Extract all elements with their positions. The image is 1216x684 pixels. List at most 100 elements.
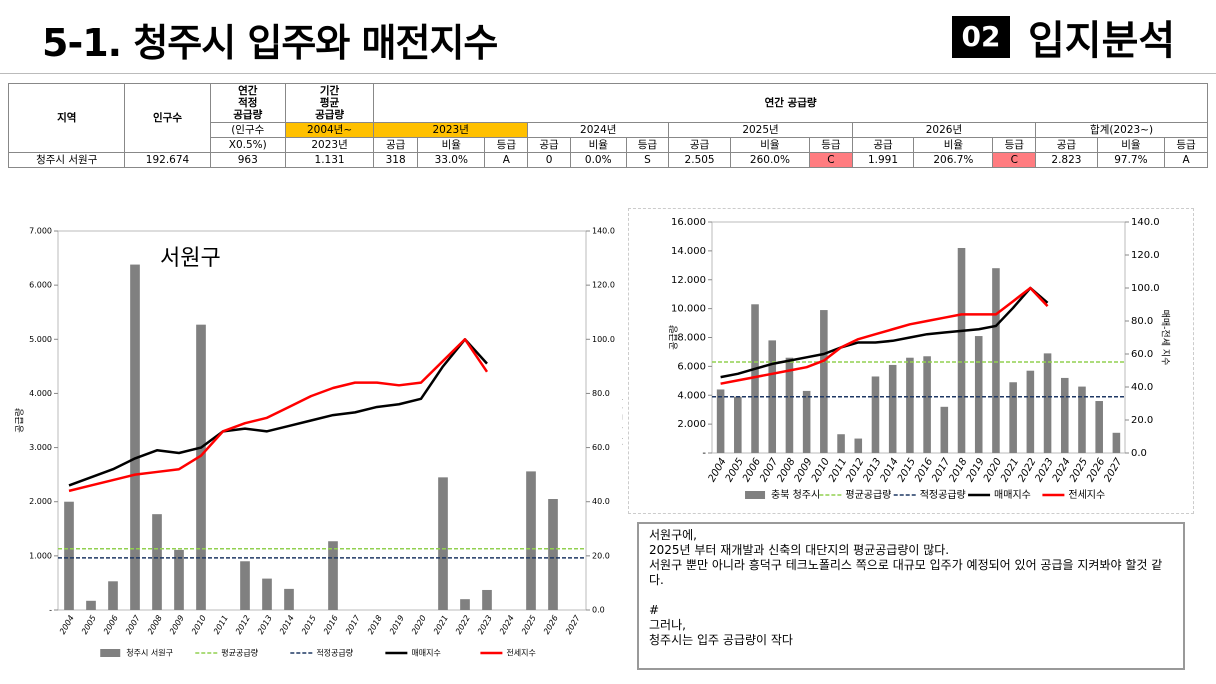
table-cell: 기간 평균 공급량 (284, 83, 375, 123)
table-cell: 963 (209, 152, 286, 168)
y-tick-label: 5.000 (29, 335, 52, 344)
table-cell: 공급 (668, 137, 731, 153)
y-tick-label: 14.000 (671, 246, 706, 257)
table-cell: 2023년 (373, 122, 529, 138)
bar (751, 304, 759, 453)
bar (108, 581, 118, 610)
legend-label: 적정공급량 (316, 648, 353, 658)
note-box: 서원구에, 2025년 부터 재개발과 신축의 대단지의 평균공급량이 많다. 서원… (637, 522, 1185, 670)
bar (284, 588, 294, 610)
table-cell: 2025년 (668, 122, 853, 138)
bar (992, 268, 1000, 453)
y-axis-label: 공급량 (14, 408, 26, 433)
section-title: 입지분석 (1028, 18, 1176, 64)
y2-tick-label: 100.0 (1131, 283, 1160, 294)
bar (174, 549, 184, 610)
table-cell: 비율 (569, 137, 627, 153)
x-tick-label: 2017 (344, 613, 362, 636)
bar (1009, 382, 1017, 453)
x-tick-label: 2009 (168, 614, 186, 636)
table-cell: 260.0% (729, 152, 811, 168)
y2-tick-label: 40.0 (1131, 382, 1153, 393)
chart-frame (628, 208, 1194, 514)
y2-tick-label: 120.0 (1131, 250, 1160, 261)
table-row: 청주시 서원구 192.674 963 1.131 318 33.0% A 0 0.0% S 2.5… (7, 152, 1208, 168)
legend-label: 전세지수 (1068, 489, 1105, 501)
table-cell: (인구수 (209, 122, 286, 138)
table-cell: 2024년 (527, 122, 670, 138)
bar (1043, 353, 1052, 453)
bar (438, 477, 448, 610)
table-cell: 0 (527, 152, 571, 168)
table-cell: 2.823 (1035, 152, 1098, 168)
legend-label: 전세지수 (506, 648, 535, 658)
bar (1026, 370, 1035, 453)
bar (1078, 386, 1086, 453)
x-tick-label: 2016 (322, 614, 340, 636)
x-tick-label: 2019 (388, 614, 406, 636)
table-cell: 2026년 (851, 122, 1037, 138)
y-tick-label: - (702, 448, 706, 459)
legend-label: 매매지수 (994, 489, 1031, 501)
legend-label: 매매지수 (411, 649, 440, 658)
table-cell: 공급 (1035, 137, 1098, 153)
legend-label: 적정공급량 (920, 489, 966, 501)
y2-axis-label: 매매-전세 지수 (1160, 310, 1171, 366)
table-cell: 206.7% (913, 152, 994, 168)
y2-tick-label: 80.0 (592, 389, 610, 398)
x-tick-label: 2007 (124, 613, 142, 636)
y-tick-label: 2.000 (677, 419, 706, 430)
y2-tick-label: 40.0 (592, 497, 610, 506)
bar (716, 389, 725, 453)
section-badge: 02 (952, 16, 1010, 58)
table-cell: 비율 (1096, 137, 1166, 153)
legend-label: 평균공급량 (845, 489, 891, 501)
bar (196, 324, 206, 610)
bar (734, 396, 742, 453)
table-cell: S (625, 152, 670, 168)
legend-label: 평균공급량 (221, 648, 258, 658)
y-tick-label: 7.000 (29, 227, 52, 236)
divider (0, 73, 1216, 74)
y2-axis-label: 매매-전세 지수 (621, 393, 624, 449)
bar (130, 264, 140, 610)
chart: - 2.000 4.000 6.000 8.000 10.000 12.000 14.000 1… (668, 217, 1171, 501)
note-text: 청주시는 입주 공급량이 작다 (649, 633, 793, 647)
bar (548, 499, 558, 610)
x-tick-label: 2015 (300, 614, 318, 636)
y-tick-label: 6.000 (29, 281, 52, 290)
bar (974, 336, 983, 453)
table-cell: 등급 (809, 137, 853, 153)
table-cell: X0.5%) (209, 137, 286, 153)
bar (86, 600, 96, 610)
line-series (68, 338, 489, 493)
x-tick-label: 2022 (454, 614, 472, 636)
line-series (68, 338, 488, 487)
bar (785, 357, 794, 453)
y-tick-label: 6.000 (677, 361, 706, 372)
supply-table: 지역 인구수 연간 적정 공급량 기간 평균 공급량 연간 공급량 (인구수 2004년~ 2… (7, 83, 1208, 168)
table-cell: 공급 (373, 137, 419, 153)
plot-area (57, 230, 587, 611)
bar (837, 434, 845, 453)
bar (152, 514, 162, 610)
y-tick-label: 3.000 (29, 443, 52, 452)
x-tick-label: 2024 (498, 614, 516, 636)
table-cell: 비율 (913, 137, 994, 153)
note-text: # (649, 603, 660, 617)
bar (328, 541, 338, 610)
x-tick-label: 2005 (80, 614, 98, 636)
y2-tick-label: 140.0 (1131, 217, 1160, 228)
x-tick-label: 2025 (520, 614, 538, 636)
bar (240, 561, 250, 610)
bar (940, 406, 949, 453)
table-cell: 2004년~ (284, 122, 375, 138)
table-cell: 0.0% (569, 152, 627, 168)
table-cell: 97.7% (1096, 152, 1166, 168)
bar (888, 364, 897, 453)
table-cell: 인구수 (124, 83, 211, 153)
table-cell: 연간 적정 공급량 (209, 83, 286, 123)
bar (957, 247, 966, 453)
y2-tick-label: 20.0 (1131, 415, 1153, 426)
